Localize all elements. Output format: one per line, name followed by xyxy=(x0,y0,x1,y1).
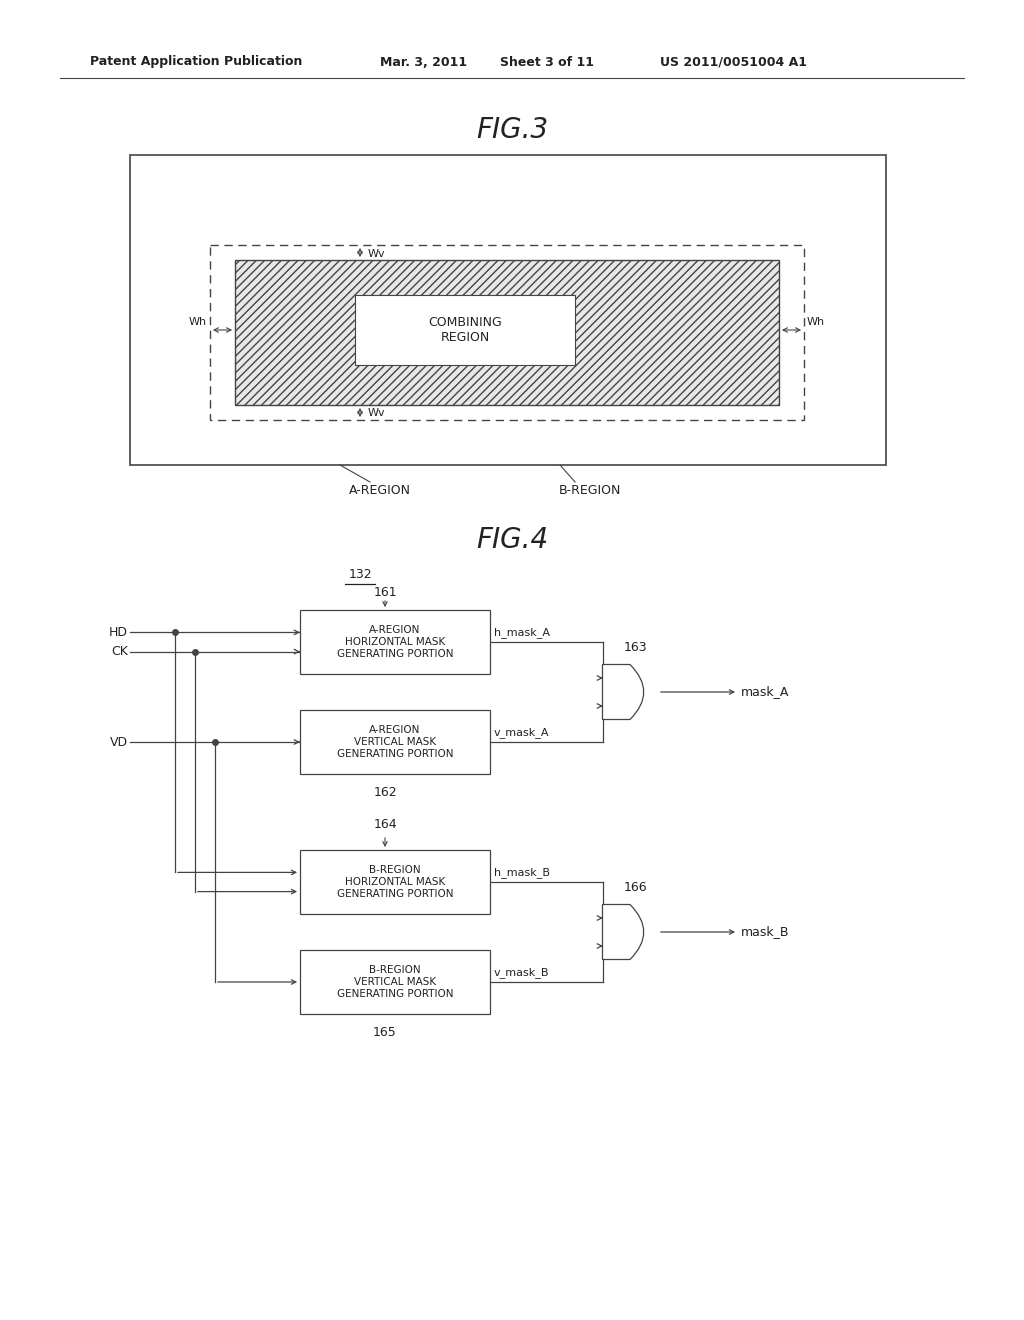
Text: 165: 165 xyxy=(373,1026,397,1039)
Text: Wh: Wh xyxy=(188,317,207,327)
Text: CK: CK xyxy=(112,645,128,659)
Bar xyxy=(130,154,886,465)
Text: A-REGION
HORIZONTAL MASK
GENERATING PORTION: A-REGION HORIZONTAL MASK GENERATING PORT… xyxy=(337,626,454,659)
Text: Mar. 3, 2011: Mar. 3, 2011 xyxy=(380,55,467,69)
Text: Patent Application Publication: Patent Application Publication xyxy=(90,55,302,69)
Text: v_mask_B: v_mask_B xyxy=(494,968,550,978)
Bar xyxy=(300,950,490,1014)
PathPatch shape xyxy=(602,664,644,719)
Text: 161: 161 xyxy=(373,586,397,598)
Text: B-REGION
VERTICAL MASK
GENERATING PORTION: B-REGION VERTICAL MASK GENERATING PORTIO… xyxy=(337,965,454,999)
Text: 163: 163 xyxy=(624,642,647,653)
Text: Wv: Wv xyxy=(368,408,386,418)
Text: HD: HD xyxy=(109,626,128,639)
Text: A-REGION
VERTICAL MASK
GENERATING PORTION: A-REGION VERTICAL MASK GENERATING PORTIO… xyxy=(337,726,454,759)
Text: 164: 164 xyxy=(373,818,397,832)
Bar xyxy=(355,294,575,366)
Text: COMBINING
REGION: COMBINING REGION xyxy=(428,315,502,345)
Text: 162: 162 xyxy=(373,785,397,799)
PathPatch shape xyxy=(602,904,644,960)
Text: mask_A: mask_A xyxy=(741,685,790,698)
Bar xyxy=(234,260,779,405)
Text: 132: 132 xyxy=(348,569,372,582)
Text: US 2011/0051004 A1: US 2011/0051004 A1 xyxy=(660,55,807,69)
Text: h_mask_A: h_mask_A xyxy=(494,627,550,638)
Text: Wv: Wv xyxy=(368,249,386,259)
Text: FIG.3: FIG.3 xyxy=(476,116,548,144)
Bar xyxy=(210,246,804,420)
Text: FIG.4: FIG.4 xyxy=(476,525,548,554)
Text: A-REGION: A-REGION xyxy=(349,483,411,496)
Text: B-REGION
HORIZONTAL MASK
GENERATING PORTION: B-REGION HORIZONTAL MASK GENERATING PORT… xyxy=(337,866,454,899)
Bar xyxy=(300,710,490,774)
Text: Wh: Wh xyxy=(807,317,825,327)
Text: mask_B: mask_B xyxy=(741,925,790,939)
Text: v_mask_A: v_mask_A xyxy=(494,727,550,738)
Bar xyxy=(300,610,490,675)
Text: 166: 166 xyxy=(624,880,647,894)
Text: VD: VD xyxy=(110,735,128,748)
Bar xyxy=(300,850,490,913)
Text: Sheet 3 of 11: Sheet 3 of 11 xyxy=(500,55,594,69)
Text: B-REGION: B-REGION xyxy=(559,483,622,496)
Text: h_mask_B: h_mask_B xyxy=(494,867,550,878)
